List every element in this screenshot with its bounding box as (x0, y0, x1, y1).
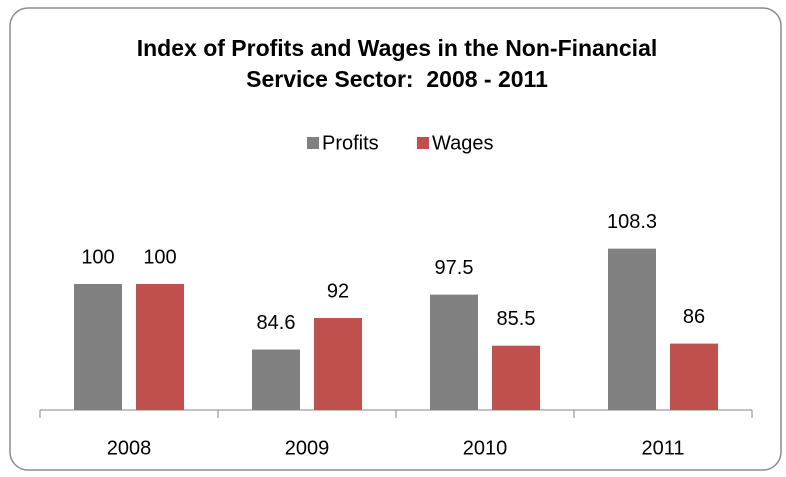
value-label: 100 (81, 246, 114, 268)
x-tick-label: 2009 (285, 437, 330, 459)
value-label: 108.3 (607, 211, 657, 233)
value-label: 84.6 (257, 312, 296, 334)
bar (252, 349, 300, 410)
bar (608, 248, 656, 410)
value-label: 92 (327, 280, 349, 302)
x-tick-label: 2011 (641, 437, 684, 459)
value-label: 86 (683, 306, 705, 328)
legend-label: Profits (322, 132, 379, 154)
value-label: 100 (143, 246, 176, 268)
bar (314, 318, 362, 410)
legend-swatch (307, 137, 319, 149)
bar (136, 283, 184, 410)
chart-title: Index of Profits and Wages in the Non-Fi… (137, 35, 658, 61)
bar (74, 283, 122, 410)
bar (492, 345, 540, 410)
chart-border (9, 7, 782, 471)
x-tick-label: 2008 (107, 437, 152, 459)
legend-label: Wages (432, 132, 494, 154)
value-label: 85.5 (497, 308, 536, 330)
x-tick-label: 2010 (463, 437, 508, 459)
legend-swatch (417, 137, 429, 149)
value-label: 97.5 (435, 257, 474, 279)
bar (670, 343, 718, 410)
chart-title: Service Sector: 2008 - 2011 (246, 66, 548, 92)
bar (430, 294, 478, 410)
